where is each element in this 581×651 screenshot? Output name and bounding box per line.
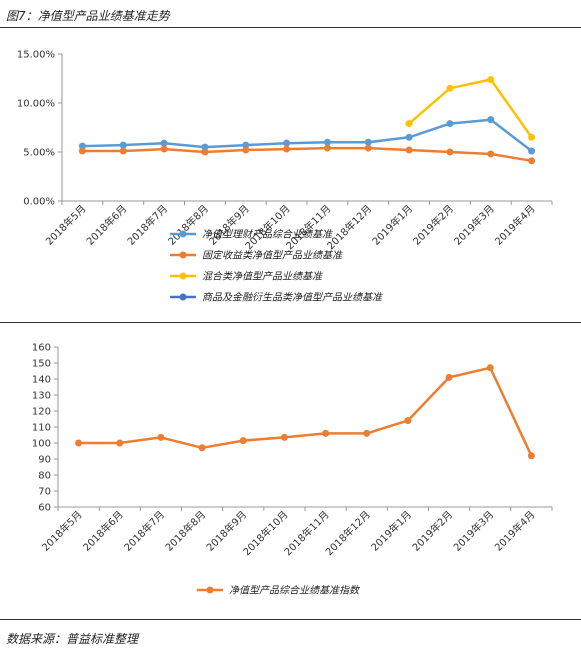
x-tick-label: 2018年8月 [162,508,208,554]
legend-label: 净值型理财产品综合业绩基准 [202,229,333,241]
data-point [405,120,413,128]
series-line [82,118,533,152]
y-tick-label: 150 [32,359,51,370]
data-point [116,439,124,447]
data-source: 数据来源：普益标准整理 [6,632,139,646]
x-tick-label: 2018年6月 [84,202,130,248]
data-point [486,364,494,372]
data-point [242,146,250,154]
data-point [201,148,209,156]
data-point [487,116,495,124]
data-point [446,120,454,128]
data-point [528,133,536,141]
figure-title: 图7：净值型产品业绩基准走势 [6,9,170,23]
data-point [119,141,127,149]
data-point [78,142,86,150]
data-point [364,144,372,152]
data-point [445,373,453,381]
data-point [323,138,331,146]
y-tick-label: 15.00% [17,50,55,61]
y-tick-label: 140 [32,375,51,386]
legend-label: 混合类净值型产品业绩基准 [202,271,323,283]
data-point [322,429,330,437]
data-point [323,144,331,152]
x-tick-label: 2018年5月 [39,508,85,554]
data-point [446,84,454,92]
y-tick-label: 60 [38,503,51,514]
y-tick-label: 120 [32,407,51,418]
x-tick-label: 2018年6月 [80,508,126,554]
data-point [364,138,372,146]
legend-marker [179,230,187,238]
y-tick-label: 5.00% [23,148,55,159]
x-tick-label: 2019年3月 [451,508,497,554]
x-tick-label: 2018年12月 [323,508,373,558]
x-tick-label: 2019年4月 [492,202,538,248]
x-tick-label: 2019年2月 [410,202,456,248]
x-tick-label: 2018年9月 [206,202,252,248]
data-point [157,433,165,441]
y-tick-label: 70 [38,487,51,498]
data-point [487,75,495,83]
legend-marker [206,586,214,594]
legend-marker [179,251,187,259]
data-point [280,433,288,441]
y-tick-label: 100 [32,439,51,450]
chart-top-benchmark-trend: 0.00%5.00%10.00%15.00%2018年5月2018年6月2018… [17,50,553,304]
x-tick-label: 2019年2月 [409,508,455,554]
legend-marker [179,272,187,280]
data-point [404,417,412,425]
data-point [527,452,535,460]
x-tick-label: 2018年8月 [165,202,211,248]
data-point [528,157,536,165]
y-tick-label: 160 [32,343,51,354]
series-line [78,366,533,457]
y-tick-label: 110 [32,423,51,434]
legend-label: 商品及金融衍生品类净值型产品业绩基准 [202,292,383,304]
data-point [363,429,371,437]
y-tick-label: 90 [38,455,51,466]
data-point [405,146,413,154]
legend-marker [179,293,187,301]
legend-label: 净值型产品综合业绩基准指数 [229,585,361,597]
data-point [528,147,536,155]
x-tick-label: 2018年7月 [121,508,167,554]
x-tick-label: 2019年1月 [368,508,414,554]
data-point [160,139,168,147]
legend-label: 固定收益类净值型产品业绩基准 [202,250,343,262]
data-point [75,439,83,447]
x-tick-label: 2019年4月 [492,508,538,554]
x-tick-label: 2018年9月 [204,508,250,554]
data-point [283,145,291,153]
series-line [82,146,532,163]
data-point [283,139,291,147]
data-point [119,147,127,155]
x-tick-label: 2019年3月 [451,202,497,248]
y-tick-label: 80 [38,471,51,482]
data-point [198,444,206,452]
data-point [78,147,86,155]
data-point [201,143,209,151]
data-point [160,145,168,153]
data-point [405,133,413,141]
x-tick-label: 2019年1月 [369,202,415,248]
x-tick-label: 2018年5月 [43,202,89,248]
data-point [242,141,250,149]
x-tick-label: 2018年7月 [124,202,170,248]
chart-bottom-benchmark-index: 607080901001101201301401501602018年5月2018… [32,343,553,597]
data-point [446,148,454,156]
y-tick-label: 130 [32,391,51,402]
data-point [487,150,495,158]
y-tick-label: 0.00% [23,197,55,208]
bottom-rule [0,619,581,620]
data-point [239,437,247,445]
y-tick-label: 10.00% [17,99,55,110]
top-rule [0,27,581,28]
series-line [408,78,533,139]
divider-rule [0,322,581,323]
